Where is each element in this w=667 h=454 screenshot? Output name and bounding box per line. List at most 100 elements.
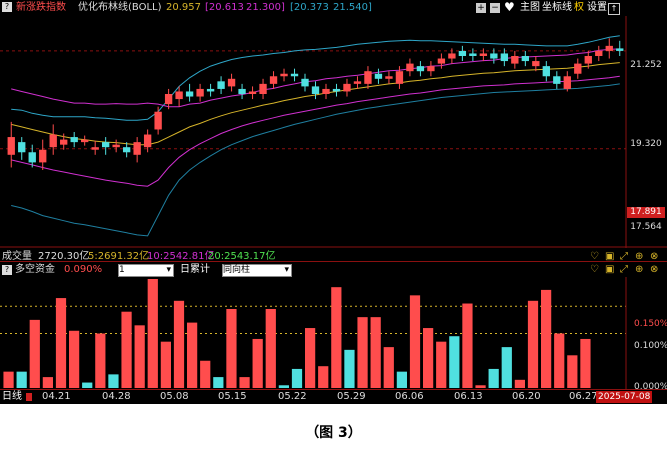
- search-icon[interactable]: ⊕: [635, 264, 644, 275]
- period-select[interactable]: 1 ▾: [118, 264, 174, 277]
- moneyflow-bar-down: [488, 368, 499, 388]
- moneyflow-bar-up: [42, 377, 54, 388]
- moneyflow-bar-up: [265, 308, 276, 388]
- candle-up: [60, 139, 68, 145]
- moneyflow-bar-down: [449, 336, 460, 388]
- moneyflow-bar-down: [16, 371, 27, 388]
- close-icon[interactable]: ⊗: [650, 264, 659, 275]
- candle-down: [206, 88, 215, 92]
- settings-button[interactable]: 设置: [587, 2, 607, 13]
- candle-up: [595, 50, 603, 56]
- candle-down: [616, 48, 624, 51]
- boll-upper-band: [11, 35, 620, 121]
- candle-up: [322, 88, 330, 94]
- style-select[interactable]: 同向柱 ▾: [222, 264, 292, 277]
- date-tick: 06.06: [395, 391, 424, 402]
- candle-up: [7, 137, 15, 155]
- window-icon[interactable]: ▣: [605, 251, 615, 262]
- moneyflow-bar-up: [147, 279, 158, 388]
- candle-up: [563, 76, 571, 89]
- moneyflow-name[interactable]: 多空资金: [15, 264, 55, 275]
- moneyflow-bar-up: [383, 347, 394, 388]
- rights-button[interactable]: 权: [574, 2, 584, 13]
- volume-header: 成交量 2720.30亿 5:2691.32亿 10:2542.81亿 20:2…: [0, 249, 667, 265]
- date-tick: 05.08: [160, 391, 189, 402]
- moneyflow-bar-down: [396, 371, 408, 388]
- date-tick: 06.20: [512, 391, 541, 402]
- overlay-name[interactable]: 优化布林线(BOLL): [78, 2, 162, 13]
- moneyflow-bar-down: [344, 349, 355, 388]
- candle-up: [343, 83, 351, 92]
- date-tick: 04.21: [42, 391, 71, 402]
- moneyflow-chart[interactable]: [0, 277, 667, 389]
- price-label: 21.252: [630, 60, 662, 70]
- price-label: 19.320: [630, 139, 662, 149]
- accumulate-label: 日累计: [180, 264, 210, 275]
- zoom-out-icon[interactable]: −: [490, 3, 500, 13]
- collapse-icon[interactable]: ↑: [608, 3, 620, 15]
- candle-down: [28, 152, 36, 163]
- indicator-name[interactable]: 新涨跌指数: [16, 2, 66, 13]
- moneyflow-bar-up: [422, 328, 434, 388]
- candle-down: [238, 88, 246, 94]
- zoom-in-icon[interactable]: +: [476, 3, 486, 13]
- candle-up: [154, 111, 162, 130]
- candle-up: [511, 56, 519, 64]
- moneyflow-header: ? 多空资金 0.090% 1 ▾ 日累计 同向柱 ▾ ♡ ▣ ⤢ ⊕ ⊗: [0, 262, 667, 278]
- candle-up: [143, 134, 152, 148]
- candlestick-chart[interactable]: [0, 16, 667, 248]
- current-price-tag: 17.891: [627, 207, 665, 218]
- moneyflow-bar-up: [357, 317, 368, 388]
- moneyflow-value: 0.090%: [64, 264, 103, 275]
- moneyflow-bar-down: [213, 377, 224, 388]
- close-icon[interactable]: ⊗: [650, 251, 659, 262]
- moneyflow-bar-up: [200, 360, 211, 388]
- candle-up: [49, 134, 57, 148]
- help-icon[interactable]: ?: [2, 2, 12, 12]
- moneyflow-bar-down: [291, 368, 303, 388]
- candle-down: [542, 66, 550, 77]
- expand-icon[interactable]: ⤢: [620, 264, 628, 275]
- moneyflow-bar-up: [68, 330, 80, 388]
- candle-down: [374, 73, 383, 79]
- moneyflow-bar-up: [540, 289, 552, 388]
- volume-name[interactable]: 成交量: [2, 251, 32, 262]
- moneyflow-bar-up: [186, 322, 198, 388]
- heart-icon[interactable]: ♥: [504, 0, 515, 14]
- candle-up: [532, 61, 540, 67]
- boll-band-b-high: 21.540]: [333, 2, 372, 13]
- candle-down: [122, 147, 131, 153]
- search-icon[interactable]: ⊕: [635, 251, 644, 262]
- candle-down: [458, 50, 467, 56]
- heart-outline-icon[interactable]: ♡: [590, 251, 599, 262]
- expand-icon[interactable]: ⤢: [620, 251, 628, 262]
- candle-down: [18, 142, 26, 153]
- window-icon[interactable]: ▣: [605, 264, 615, 275]
- moneyflow-bar-up: [475, 385, 486, 388]
- candle-up: [353, 81, 362, 84]
- moneyflow-bar-up: [554, 333, 565, 388]
- chevron-down-icon: ▾: [284, 265, 289, 275]
- date-tick: 06.27: [569, 391, 598, 402]
- candle-up: [437, 58, 446, 64]
- coordinate-button[interactable]: 坐标线: [542, 2, 572, 13]
- period-select-value: 1: [119, 265, 125, 275]
- candle-up: [175, 91, 183, 100]
- heart-outline-icon[interactable]: ♡: [590, 264, 599, 275]
- candle-up: [479, 53, 488, 56]
- moneyflow-bar-up: [252, 338, 263, 388]
- moneyflow-bar-up: [370, 317, 381, 388]
- date-tick: 05.22: [278, 391, 307, 402]
- help-icon[interactable]: ?: [2, 265, 12, 275]
- period-label[interactable]: 日线: [2, 391, 22, 402]
- candle-down: [469, 53, 477, 56]
- candle-down: [311, 86, 320, 94]
- moneyflow-bar-up: [226, 308, 237, 388]
- date-tick: 04.28: [102, 391, 131, 402]
- boll-band-a-low: [20.613: [205, 2, 244, 13]
- candle-up: [406, 63, 414, 72]
- moneyflow-bar-up: [173, 300, 185, 388]
- candle-down: [185, 91, 194, 97]
- moneyflow-bar-up: [514, 379, 526, 388]
- main-chart-button[interactable]: 主图: [520, 2, 540, 13]
